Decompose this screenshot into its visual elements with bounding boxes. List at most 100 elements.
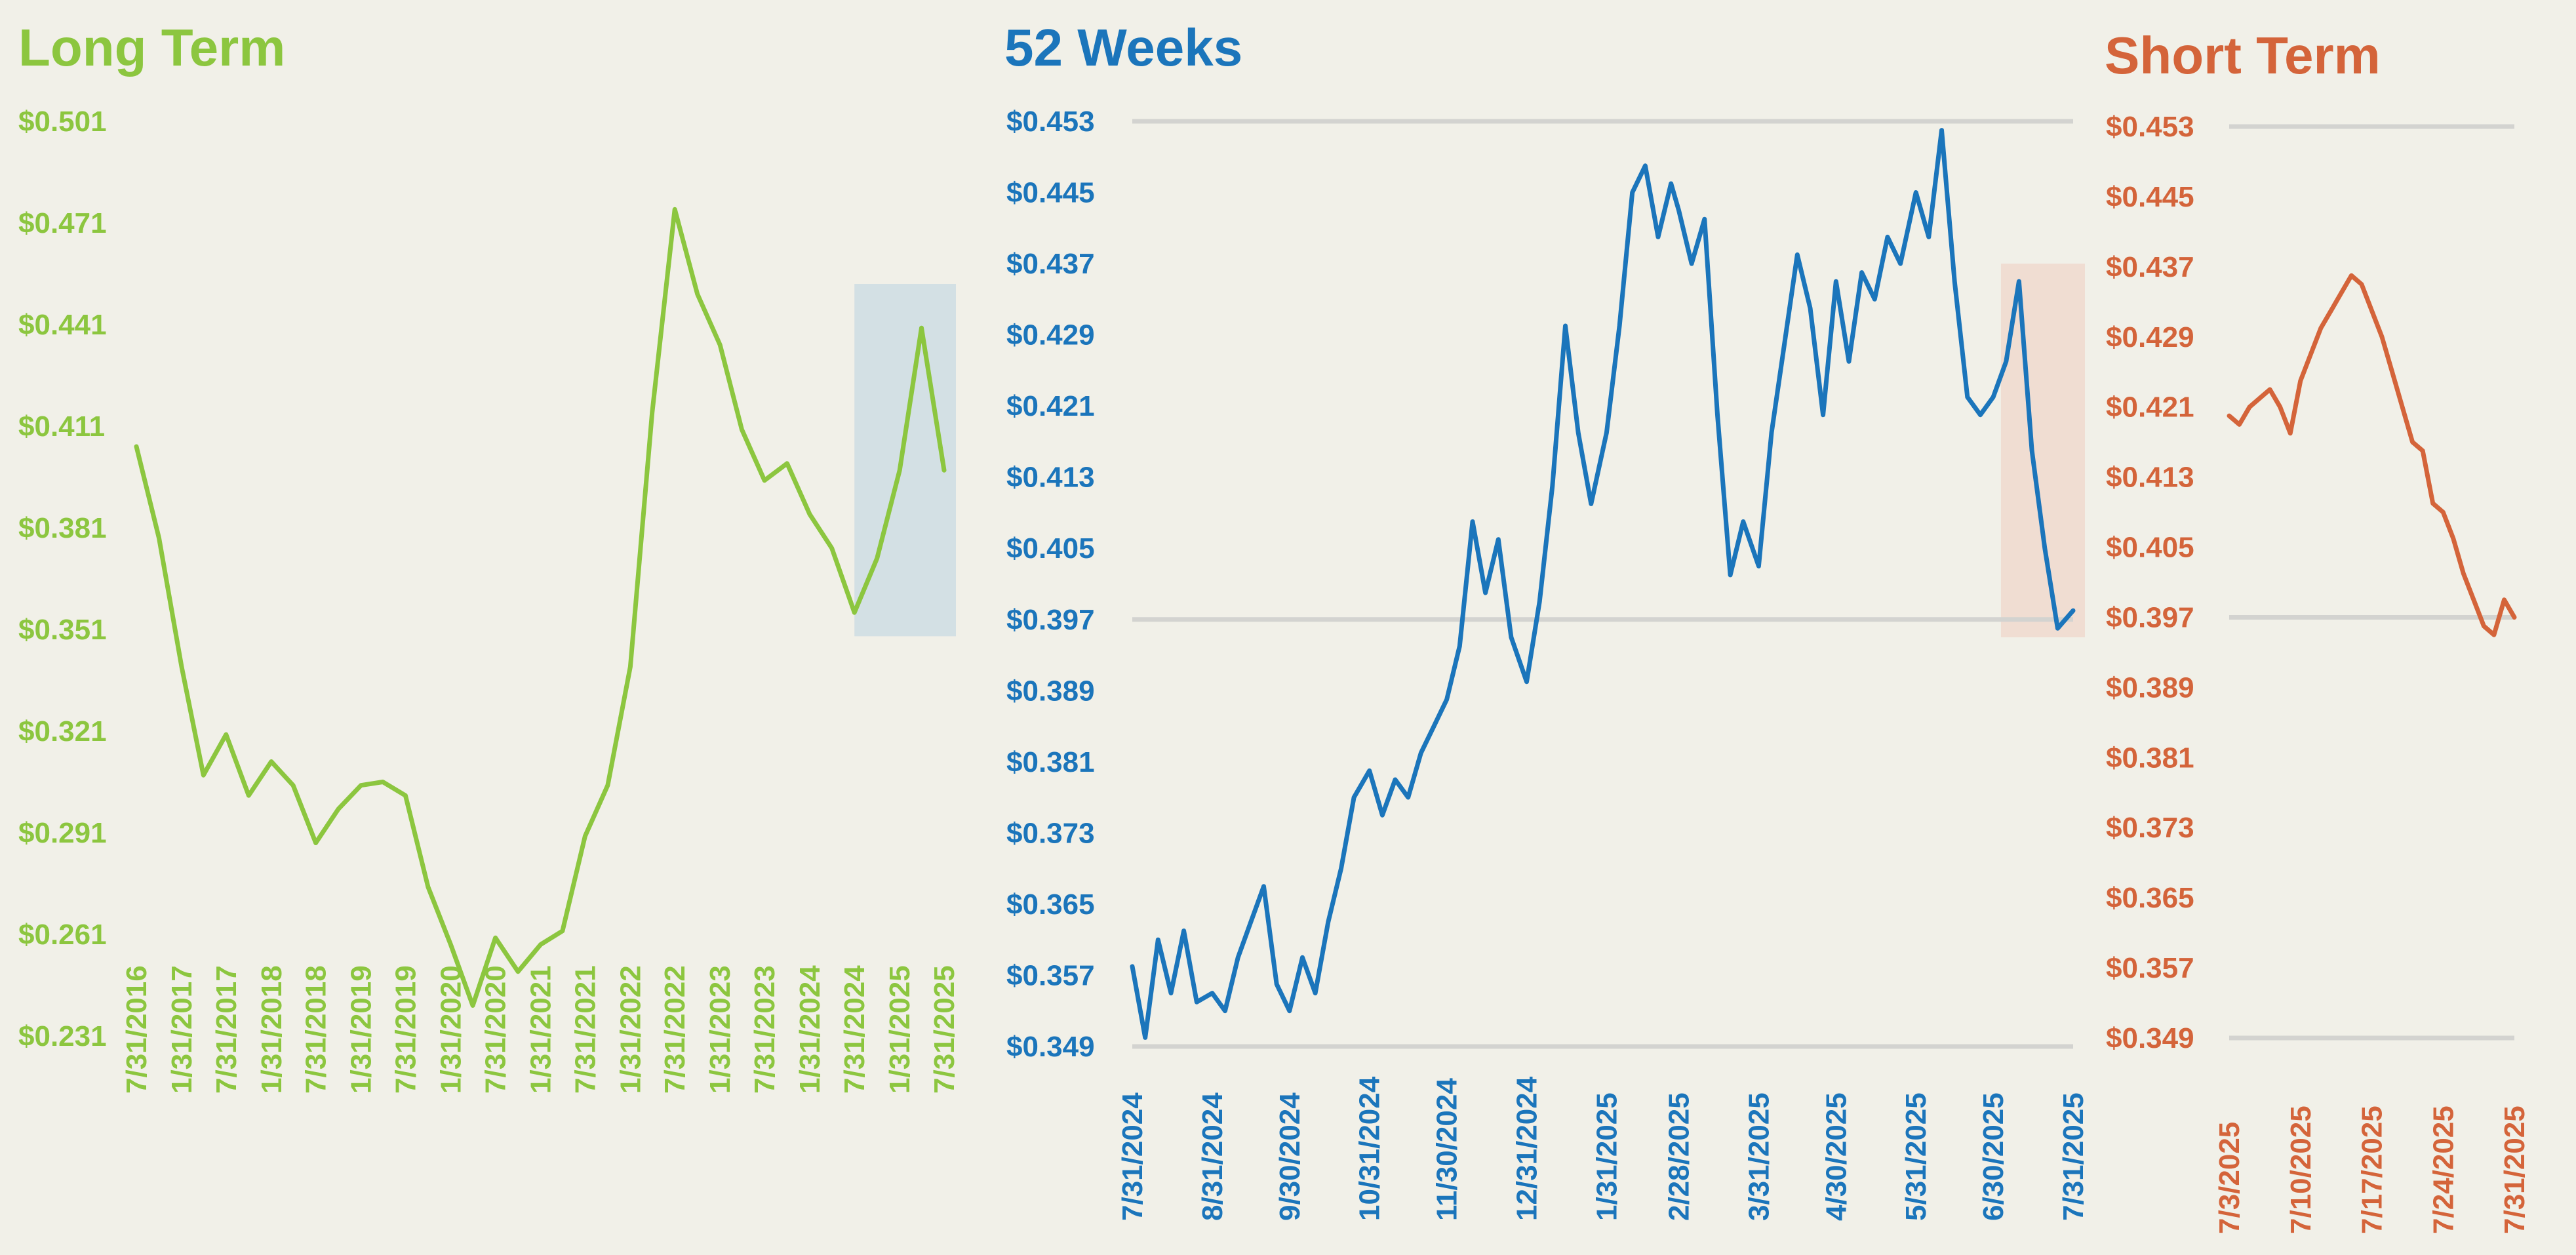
x-tick-label: 1/31/2019 <box>346 965 378 1094</box>
data-point <box>898 469 902 472</box>
x-tick-label: 11/30/2024 <box>1431 1078 1463 1221</box>
data-point <box>1223 1009 1227 1012</box>
data-point <box>1953 280 1956 283</box>
x-tick-label: 7/10/2025 <box>2285 1106 2317 1234</box>
x-tick-label: 1/31/2020 <box>435 965 467 1094</box>
y-tick-label: $0.389 <box>1006 675 1095 707</box>
short-term-title: Short Term <box>2105 26 2381 85</box>
y-tick-label: $0.405 <box>1006 532 1095 565</box>
long-term-chart: Long Term $0.231 $0.261 $0.291 $0.321 $0.351… <box>18 18 961 1094</box>
data-point <box>1314 991 1317 995</box>
x-tick-label: 7/31/2016 <box>121 965 153 1094</box>
data-point <box>247 794 250 797</box>
data-point <box>1577 431 1580 434</box>
data-point <box>539 943 542 946</box>
x-tick-label: 7/31/2025 <box>928 965 961 1094</box>
data-point <box>1445 698 1448 701</box>
data-point <box>629 665 632 668</box>
x-tick-label: 5/31/2025 <box>1900 1092 1932 1221</box>
data-point <box>1237 956 1240 959</box>
y-tick-label: $0.471 <box>18 207 107 239</box>
x-tick-label: 7/17/2025 <box>2356 1106 2388 1234</box>
y-tick-label: $0.397 <box>1006 604 1095 636</box>
data-point <box>763 479 766 482</box>
data-point <box>269 760 273 763</box>
x-tick-label: 1/31/2022 <box>614 965 646 1094</box>
data-point <box>1262 885 1265 888</box>
data-point <box>2350 274 2353 277</box>
y-tick-label: $0.365 <box>1006 888 1095 921</box>
data-point <box>2513 616 2516 619</box>
data-point <box>1419 751 1423 755</box>
data-point <box>1992 395 1995 399</box>
data-point <box>1796 253 1799 256</box>
data-point <box>785 462 789 465</box>
data-point <box>2319 327 2322 330</box>
data-point <box>1195 1001 1199 1004</box>
data-point <box>1940 129 1943 132</box>
data-point <box>943 469 945 472</box>
y-tick-label: $0.413 <box>1006 462 1095 494</box>
y-tick-label: $0.421 <box>2106 391 2194 424</box>
data-point <box>1301 956 1304 959</box>
x-tick-label: 7/31/2021 <box>569 965 601 1094</box>
x-tick-label: 9/30/2024 <box>1274 1092 1306 1221</box>
x-tick-label: 1/31/2024 <box>794 965 826 1094</box>
x-tick-label: 1/31/2025 <box>884 965 916 1094</box>
data-point <box>1808 306 1812 309</box>
data-point <box>1669 182 1673 185</box>
x-tick-label: 7/31/2022 <box>659 965 691 1094</box>
y-tick-label: $0.231 <box>18 1020 107 1052</box>
data-point <box>719 344 722 346</box>
data-point <box>359 784 363 787</box>
data-point <box>517 970 520 973</box>
x-tick-label: 6/30/2025 <box>1977 1092 2010 1221</box>
data-point <box>1847 360 1850 363</box>
x-tick-label: 7/31/2018 <box>300 965 332 1094</box>
data-point <box>2258 397 2261 400</box>
data-point <box>1873 298 1876 301</box>
y-tick-label: $0.441 <box>18 309 107 341</box>
data-point <box>1131 965 1134 968</box>
data-point <box>740 428 743 431</box>
data-point <box>1605 431 1608 434</box>
data-point <box>1326 921 1330 924</box>
data-point <box>650 411 654 414</box>
data-point <box>494 936 497 940</box>
y-tick-label: $0.453 <box>2106 111 2194 143</box>
data-point <box>606 784 609 787</box>
data-point <box>2462 572 2465 575</box>
data-point <box>1757 565 1760 568</box>
data-point <box>1631 191 1634 194</box>
data-point <box>2442 511 2445 514</box>
x-tick-label: 2/28/2025 <box>1663 1092 1695 1221</box>
data-point <box>1741 520 1745 523</box>
data-point <box>1966 395 1969 399</box>
data-point <box>1368 769 1371 772</box>
data-point <box>1834 280 1838 283</box>
x-tick-label: 12/31/2024 <box>1511 1076 1543 1221</box>
data-point <box>1770 431 1773 434</box>
data-point <box>2043 547 2046 550</box>
y-tick-label: $0.429 <box>1006 319 1095 351</box>
x-tick-label: 7/31/2023 <box>749 965 781 1094</box>
x-tick-label: 10/31/2024 <box>1354 1076 1386 1221</box>
data-point <box>404 794 407 797</box>
data-point <box>2004 360 2008 363</box>
data-point <box>1927 235 1930 239</box>
highlight-range <box>2000 264 2085 637</box>
data-point <box>2269 388 2272 391</box>
y-tick-label: $0.321 <box>18 715 107 747</box>
y-tick-label: $0.381 <box>18 512 107 544</box>
data-point <box>2031 448 2034 452</box>
data-point <box>202 774 205 777</box>
data-point <box>1394 778 1397 781</box>
x-tick-label: 7/3/2025 <box>2213 1122 2246 1234</box>
x-tick-label: 1/31/2017 <box>166 965 198 1094</box>
data-point <box>2339 291 2343 294</box>
data-point <box>1729 573 1732 576</box>
data-point <box>561 929 564 932</box>
y-tick-label: $0.389 <box>2106 671 2194 704</box>
data-point <box>1381 814 1384 817</box>
data-point <box>1275 983 1278 986</box>
